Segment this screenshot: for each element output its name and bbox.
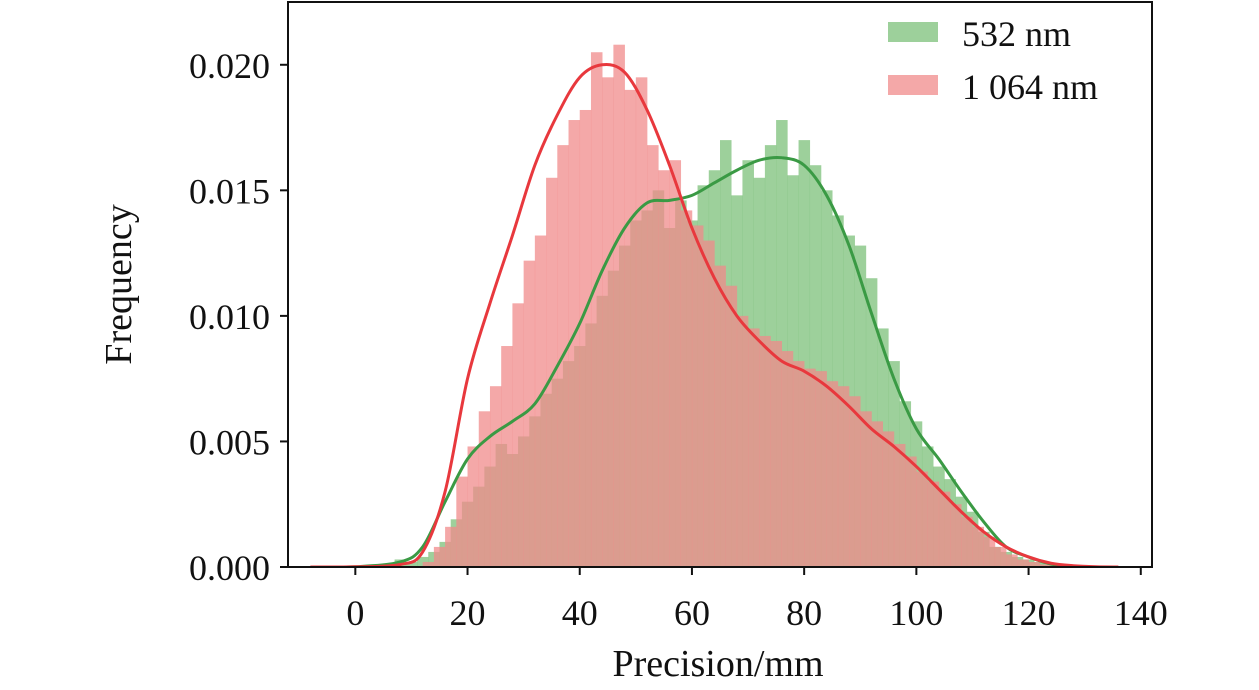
- histogram-bar: [624, 89, 637, 567]
- histogram-bar: [860, 411, 872, 567]
- x-tick-label: 80: [786, 593, 822, 633]
- x-axis: 0 20 40 60 80 100 120 140: [346, 567, 1168, 633]
- histogram-bar: [759, 335, 771, 567]
- histogram-bar: [422, 561, 435, 567]
- histogram-bar: [809, 165, 822, 567]
- histogram-bar: [770, 341, 783, 567]
- histogram-bar: [703, 240, 715, 567]
- histogram-bar: [1039, 564, 1052, 567]
- x-tick-label: 140: [1114, 593, 1168, 633]
- histogram-bar: [837, 386, 850, 567]
- histogram-bar: [815, 371, 827, 567]
- x-tick-label: 40: [562, 593, 598, 633]
- histogram-bar: [534, 235, 547, 567]
- histogram-bar: [489, 386, 502, 567]
- histogram-bar: [635, 77, 648, 567]
- histogram-bar: [680, 210, 693, 567]
- histogram-bar: [433, 546, 446, 567]
- histogram-bar: [748, 328, 760, 567]
- density-curve-0: [310, 155, 1074, 567]
- legend-swatch-532nm: [888, 22, 938, 42]
- histogram-bar: [916, 471, 928, 567]
- legend-swatch-1064nm: [888, 75, 938, 95]
- histogram-bar: [792, 361, 805, 567]
- histogram-bar: [590, 52, 603, 567]
- histogram-bar: [613, 44, 625, 567]
- histogram-bar: [714, 265, 726, 567]
- y-tick-label: 0.020: [189, 46, 270, 86]
- x-tick-label: 100: [889, 593, 943, 633]
- histogram-bar: [849, 396, 861, 567]
- histogram-bar: [983, 536, 996, 567]
- histogram-bar: [691, 225, 704, 567]
- bars-series-1: [422, 44, 1108, 567]
- histogram-bar: [938, 491, 951, 567]
- x-tick-label: 0: [346, 593, 364, 633]
- histogram-bar: [579, 109, 592, 567]
- y-tick-label: 0.010: [189, 297, 270, 337]
- histogram-bar: [725, 285, 738, 567]
- histogram-bar: [568, 120, 581, 567]
- histogram-bar: [405, 561, 418, 567]
- histogram-bar: [445, 526, 457, 567]
- histogram-bar: [972, 526, 984, 567]
- y-tick-label: 0.015: [189, 171, 270, 211]
- y-axis-label: Frequency: [98, 204, 140, 364]
- histogram-bar: [669, 160, 682, 567]
- histogram-bar: [1028, 561, 1041, 567]
- density-curve-1: [310, 63, 1119, 567]
- histogram-bar: [826, 381, 839, 567]
- histogram-bar: [456, 476, 468, 567]
- histogram-bar: [523, 260, 536, 567]
- histogram-bar: [961, 516, 973, 567]
- histogram-bar: [804, 368, 816, 567]
- density-curves: [310, 63, 1119, 567]
- x-tick-label: 120: [1002, 593, 1056, 633]
- histogram-bar: [478, 411, 491, 567]
- histogram-bar: [546, 177, 558, 567]
- histogram-bar: [501, 346, 513, 567]
- legend-label-1064nm: 1 064 nm: [962, 67, 1098, 107]
- histogram-bar: [927, 481, 940, 567]
- histogram-bars: [394, 44, 1108, 567]
- histogram-bar: [736, 315, 749, 567]
- histogram-bar: [871, 421, 884, 567]
- histogram-bar: [1017, 559, 1029, 567]
- histogram-bar: [647, 145, 659, 567]
- histogram-bar: [781, 351, 794, 567]
- histogram-bar: [905, 456, 917, 567]
- histogram-bar: [950, 504, 962, 567]
- legend: 532 nm 1 064 nm: [888, 14, 1098, 107]
- histogram-bar: [467, 446, 480, 567]
- histogram-bar: [798, 140, 811, 567]
- y-tick-label: 0.000: [189, 548, 270, 588]
- histogram-bar: [994, 546, 1007, 567]
- y-tick-label: 0.005: [189, 422, 270, 462]
- histogram-bar: [658, 170, 670, 567]
- plot-frame: [287, 1, 1153, 568]
- x-axis-label: Precision/mm: [612, 643, 823, 685]
- histogram-bar: [893, 443, 906, 567]
- x-tick-label: 20: [450, 593, 486, 633]
- legend-label-532nm: 532 nm: [962, 14, 1071, 54]
- histogram-bar: [512, 303, 524, 567]
- y-axis: 0.000 0.005 0.010 0.015 0.020: [189, 46, 288, 588]
- histogram-bar: [882, 431, 895, 567]
- x-tick-label: 60: [674, 593, 710, 633]
- histogram-bar: [602, 77, 614, 567]
- histogram-bar: [1006, 554, 1018, 567]
